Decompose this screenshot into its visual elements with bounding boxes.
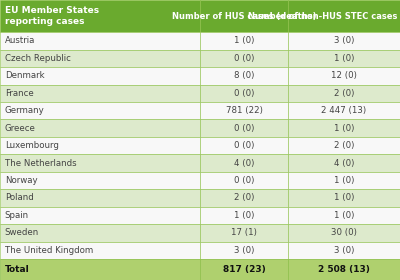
Text: 1 (0): 1 (0) <box>234 36 254 45</box>
Text: The Netherlands: The Netherlands <box>5 158 76 167</box>
Text: Sweden: Sweden <box>5 228 39 237</box>
Bar <box>200 102 288 120</box>
Bar <box>288 172 400 189</box>
Bar <box>0 154 200 172</box>
Text: 817 (23): 817 (23) <box>223 265 265 274</box>
Bar <box>288 0 400 32</box>
Text: Poland: Poland <box>5 193 34 202</box>
Bar <box>200 120 288 137</box>
Text: Spain: Spain <box>5 211 29 220</box>
Text: 1 (0): 1 (0) <box>334 193 354 202</box>
Bar <box>200 259 288 280</box>
Text: 2 447 (13): 2 447 (13) <box>322 106 366 115</box>
Text: 1 (0): 1 (0) <box>234 211 254 220</box>
Bar <box>0 67 200 85</box>
Bar <box>0 0 200 32</box>
Bar <box>288 50 400 67</box>
Text: Denmark: Denmark <box>5 71 44 80</box>
Bar <box>200 85 288 102</box>
Text: 1 (0): 1 (0) <box>334 54 354 63</box>
Text: Luxembourg: Luxembourg <box>5 141 59 150</box>
Text: 1 (0): 1 (0) <box>334 124 354 133</box>
Bar <box>0 137 200 154</box>
Text: 3 (0): 3 (0) <box>334 246 354 255</box>
Text: 0 (0): 0 (0) <box>234 89 254 98</box>
Bar <box>0 242 200 259</box>
Text: Germany: Germany <box>5 106 44 115</box>
Text: Total: Total <box>5 265 30 274</box>
Text: 0 (0): 0 (0) <box>234 176 254 185</box>
Text: EU Member States
reporting cases: EU Member States reporting cases <box>5 6 99 26</box>
Text: 1 (0): 1 (0) <box>334 211 354 220</box>
Bar <box>288 224 400 242</box>
Bar <box>0 224 200 242</box>
Bar <box>200 32 288 50</box>
Text: The United Kingdom: The United Kingdom <box>5 246 93 255</box>
Bar <box>0 172 200 189</box>
Text: 1 (0): 1 (0) <box>334 176 354 185</box>
Text: 3 (0): 3 (0) <box>234 246 254 255</box>
Bar <box>288 189 400 207</box>
Bar <box>0 259 200 280</box>
Text: 12 (0): 12 (0) <box>331 71 357 80</box>
Bar <box>288 67 400 85</box>
Text: 2 (0): 2 (0) <box>334 89 354 98</box>
Text: 2 508 (13): 2 508 (13) <box>318 265 370 274</box>
Text: 2 (0): 2 (0) <box>334 141 354 150</box>
Bar <box>288 85 400 102</box>
Bar <box>0 32 200 50</box>
Text: Number of HUS cases (deaths): Number of HUS cases (deaths) <box>172 11 316 21</box>
Bar <box>200 207 288 224</box>
Bar <box>200 172 288 189</box>
Bar <box>0 102 200 120</box>
Bar <box>200 0 288 32</box>
Bar <box>200 50 288 67</box>
Text: 3 (0): 3 (0) <box>334 36 354 45</box>
Text: 0 (0): 0 (0) <box>234 54 254 63</box>
Text: Norway: Norway <box>5 176 38 185</box>
Bar <box>288 259 400 280</box>
Text: Austria: Austria <box>5 36 35 45</box>
Bar <box>288 32 400 50</box>
Text: Number of non-HUS STEC cases (deaths): Number of non-HUS STEC cases (deaths) <box>248 11 400 21</box>
Bar <box>200 154 288 172</box>
Bar <box>200 224 288 242</box>
Bar <box>0 207 200 224</box>
Bar <box>0 189 200 207</box>
Text: France: France <box>5 89 34 98</box>
Bar <box>288 242 400 259</box>
Text: Greece: Greece <box>5 124 36 133</box>
Bar <box>288 207 400 224</box>
Text: 4 (0): 4 (0) <box>334 158 354 167</box>
Bar <box>0 50 200 67</box>
Bar <box>0 120 200 137</box>
Text: 0 (0): 0 (0) <box>234 124 254 133</box>
Bar <box>288 102 400 120</box>
Bar <box>288 137 400 154</box>
Text: 30 (0): 30 (0) <box>331 228 357 237</box>
Text: 4 (0): 4 (0) <box>234 158 254 167</box>
Text: 781 (22): 781 (22) <box>226 106 262 115</box>
Bar <box>200 189 288 207</box>
Text: 8 (0): 8 (0) <box>234 71 254 80</box>
Bar <box>200 67 288 85</box>
Bar <box>200 137 288 154</box>
Bar <box>288 154 400 172</box>
Text: 17 (1): 17 (1) <box>231 228 257 237</box>
Bar <box>288 120 400 137</box>
Text: 0 (0): 0 (0) <box>234 141 254 150</box>
Text: 2 (0): 2 (0) <box>234 193 254 202</box>
Bar <box>200 242 288 259</box>
Text: Czech Republic: Czech Republic <box>5 54 71 63</box>
Bar <box>0 85 200 102</box>
